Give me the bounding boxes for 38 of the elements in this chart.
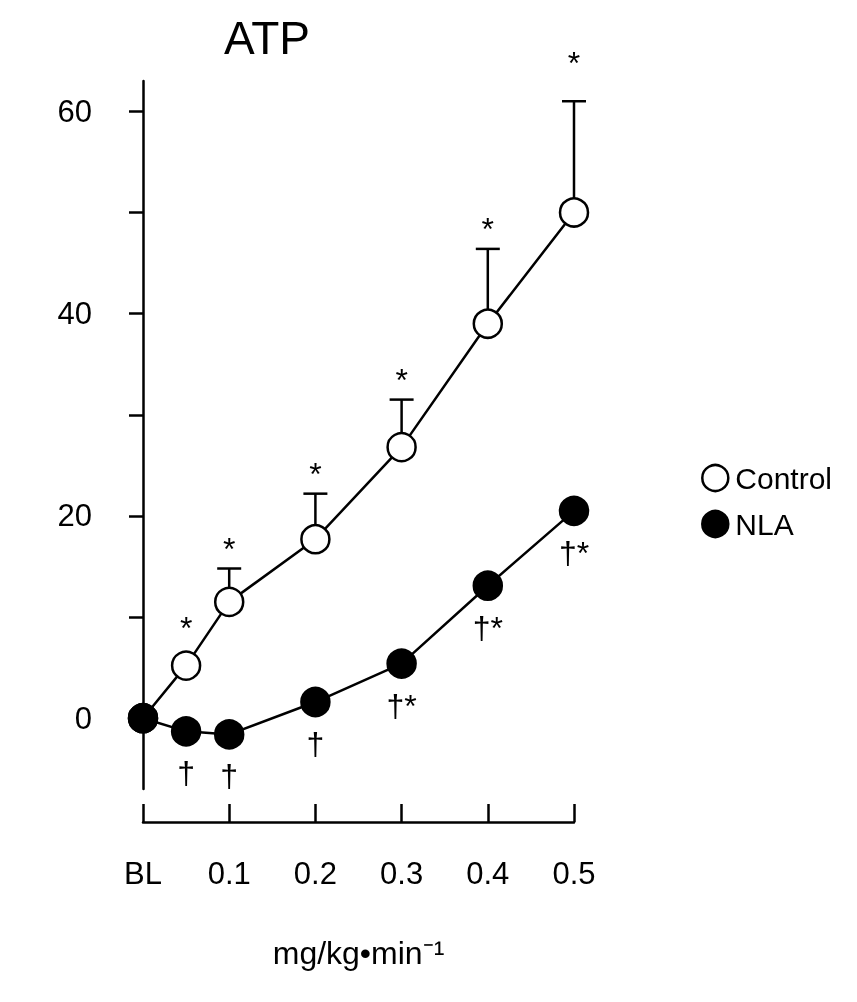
x-tick-label: 0.2 xyxy=(293,856,337,891)
annotation: † xyxy=(306,726,325,763)
point xyxy=(300,686,331,718)
y-tick-label: 0 xyxy=(74,700,92,736)
x-tick-label: 0.5 xyxy=(552,856,596,891)
legend-label: NLA xyxy=(735,507,794,541)
point xyxy=(170,716,202,747)
annotation: †* xyxy=(472,609,503,646)
point xyxy=(170,650,202,681)
annotation: * xyxy=(567,45,581,82)
point xyxy=(386,431,417,463)
point xyxy=(213,719,245,750)
point xyxy=(300,523,331,555)
annotation: * xyxy=(481,210,495,247)
x-tick-label: 0.4 xyxy=(466,856,510,891)
point xyxy=(558,197,590,228)
annotation: * xyxy=(309,455,322,492)
annotation: * xyxy=(222,530,236,567)
point xyxy=(213,586,245,618)
annotation: * xyxy=(395,361,408,398)
y-tick-label: 60 xyxy=(57,93,92,129)
point xyxy=(472,308,504,339)
y-tick-label: 40 xyxy=(57,296,92,332)
point xyxy=(386,648,417,679)
annotation: * xyxy=(179,609,193,646)
x-tick-label: 0.1 xyxy=(207,856,251,891)
x-axis-title: mg/kg•min⁻¹ xyxy=(272,935,445,971)
annotation: †* xyxy=(386,687,417,724)
point xyxy=(472,570,504,601)
chart-title: ATP xyxy=(223,12,311,64)
x-tick-label: BL xyxy=(124,856,162,891)
y-tick-label: 20 xyxy=(57,498,92,534)
legend-label: Control xyxy=(735,461,833,495)
point xyxy=(558,495,590,527)
annotation: † xyxy=(177,755,195,792)
annotation: †* xyxy=(558,534,590,571)
annotation: † xyxy=(220,758,239,795)
x-tick-label: 0.3 xyxy=(380,856,424,891)
